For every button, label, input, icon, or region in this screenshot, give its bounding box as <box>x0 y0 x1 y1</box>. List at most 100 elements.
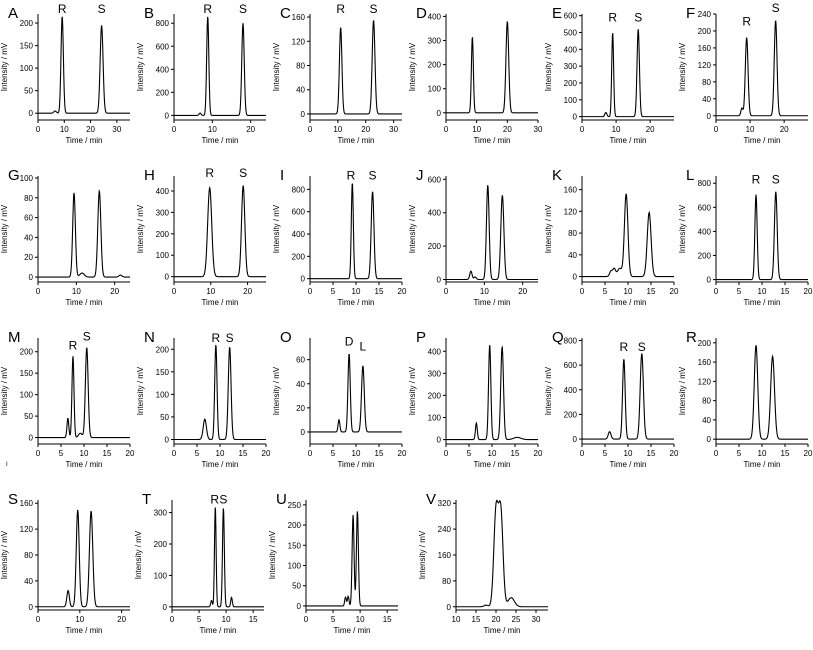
peak-label: R <box>58 2 67 16</box>
y-tick-label: 240 <box>438 525 452 534</box>
row-mark: I <box>6 462 8 468</box>
y-tick-label: 300 <box>428 37 442 46</box>
x-tick-label: 0 <box>172 287 177 296</box>
y-tick-label: 400 <box>564 386 578 395</box>
x-tick-label: 10 <box>624 449 633 458</box>
x-tick-label: 0 <box>304 615 309 624</box>
x-tick-label: 0 <box>36 287 41 296</box>
chromatogram-line <box>446 185 538 281</box>
y-tick-label: 100 <box>20 64 34 73</box>
y-axis-title: Intensity / mV <box>136 366 145 415</box>
x-tick-label: 20 <box>243 287 252 296</box>
x-tick-label: 10 <box>480 287 489 296</box>
x-tick-label: 20 <box>670 287 679 296</box>
x-tick-label: 10 <box>452 615 461 624</box>
y-tick-label: 100 <box>20 391 34 400</box>
y-tick-label: 150 <box>288 541 302 550</box>
chromatogram-line <box>456 499 548 608</box>
chromatogram-line <box>582 193 674 278</box>
panel-label: E <box>552 5 562 22</box>
y-tick-label: 250 <box>288 501 302 510</box>
x-tick-label: 15 <box>781 287 790 296</box>
y-tick-label: 80 <box>568 229 577 238</box>
y-tick-label: 120 <box>564 207 578 216</box>
peak-label: S <box>772 173 780 187</box>
y-tick-label: 400 <box>564 45 578 54</box>
x-tick-label: 10 <box>352 449 361 458</box>
x-tick-label: 5 <box>737 449 742 458</box>
x-axis-title: Time / min <box>609 460 646 469</box>
chromatogram-line <box>716 345 808 440</box>
peak-label: R <box>69 339 78 353</box>
x-tick-label: 0 <box>170 615 175 624</box>
x-axis-title: Time / min <box>743 298 780 307</box>
y-tick-label: 0 <box>165 111 170 120</box>
x-tick-label: 20 <box>503 125 512 134</box>
x-tick-label: 0 <box>172 449 177 458</box>
y-tick-label: 0 <box>707 276 712 285</box>
panel-label: Q <box>552 329 564 346</box>
panel-label: D <box>416 5 427 22</box>
peak-label: R <box>608 10 617 24</box>
peak-label: S <box>98 2 106 16</box>
y-tick-label: 300 <box>564 62 578 71</box>
x-axis-title: Time / min <box>201 136 238 145</box>
x-tick-label: 5 <box>331 287 336 296</box>
y-tick-label: 400 <box>156 187 170 196</box>
y-tick-label: 20 <box>296 404 305 413</box>
y-tick-label: 0 <box>165 273 170 282</box>
panel-j: J 0 200 400 600 0 10 20 Time / min Intensity / mV <box>408 167 538 307</box>
y-tick-label: 600 <box>564 12 578 21</box>
chromatogram-line <box>38 189 130 278</box>
x-tick-label: 0 <box>36 449 41 458</box>
x-tick-label: 20 <box>670 449 679 458</box>
peak-label: S <box>772 1 780 15</box>
y-tick-label: 600 <box>292 208 306 217</box>
panel-r: R 0 40 80 120 160 200 0 5 10 15 20 Time / min Intensi… <box>678 329 813 469</box>
y-tick-label: 600 <box>156 42 170 51</box>
x-tick-label: 15 <box>647 449 656 458</box>
y-axis-title: Intensity / mV <box>0 366 9 415</box>
panel-q: Q 0 200 400 600 800 0 5 10 15 20 Time / min Intensit… <box>544 329 679 469</box>
x-tick-label: 5 <box>195 449 200 458</box>
chromatogram-line <box>172 507 264 608</box>
y-tick-label: 40 <box>296 380 305 389</box>
y-tick-label: 50 <box>160 413 169 422</box>
panel-g: G 0 20 40 60 80 100 0 10 20 Time / min Intensity / … <box>0 167 130 307</box>
y-tick-label: 80 <box>24 194 33 203</box>
x-tick-label: 10 <box>758 449 767 458</box>
x-tick-label: 10 <box>624 287 633 296</box>
x-tick-label: 10 <box>333 125 342 134</box>
y-axis-title: Intensity / mV <box>272 42 281 91</box>
y-tick-label: 0 <box>447 603 452 612</box>
y-tick-label: 200 <box>156 230 170 239</box>
panel-n: N 0 50 100 150 200 0 5 10 15 20 Time / min Intensity… <box>136 329 271 469</box>
panel-p: P 0 100 200 300 400 0 5 10 15 20 Time / min Intensit… <box>408 329 543 469</box>
chromatogram-line <box>310 183 402 280</box>
peak-label: S <box>369 169 377 183</box>
panel-label: B <box>144 5 154 22</box>
x-tick-label: 15 <box>383 615 392 624</box>
y-tick-label: 0 <box>29 109 34 118</box>
x-tick-label: 15 <box>103 449 112 458</box>
y-tick-label: 400 <box>428 209 442 218</box>
x-tick-label: 0 <box>580 125 585 134</box>
x-tick-label: 15 <box>511 449 520 458</box>
y-tick-label: 400 <box>156 65 170 74</box>
x-axis-title: Time / min <box>201 460 238 469</box>
x-axis-title: Time / min <box>483 626 520 635</box>
panel-label: S <box>8 491 18 508</box>
panel-label: R <box>686 329 697 346</box>
y-tick-label: 600 <box>698 203 712 212</box>
x-tick-label: 10 <box>758 287 767 296</box>
y-axis-title: Intensity / mV <box>0 204 9 253</box>
x-tick-label: 15 <box>472 615 481 624</box>
x-tick-label: 0 <box>444 125 449 134</box>
x-tick-label: 15 <box>249 615 258 624</box>
y-axis-title: Intensity / mV <box>272 366 281 415</box>
y-axis-title: Intensity / mV <box>272 204 281 253</box>
x-tick-label: 10 <box>746 125 755 134</box>
x-tick-label: 0 <box>444 287 449 296</box>
x-tick-label: 20 <box>534 449 543 458</box>
